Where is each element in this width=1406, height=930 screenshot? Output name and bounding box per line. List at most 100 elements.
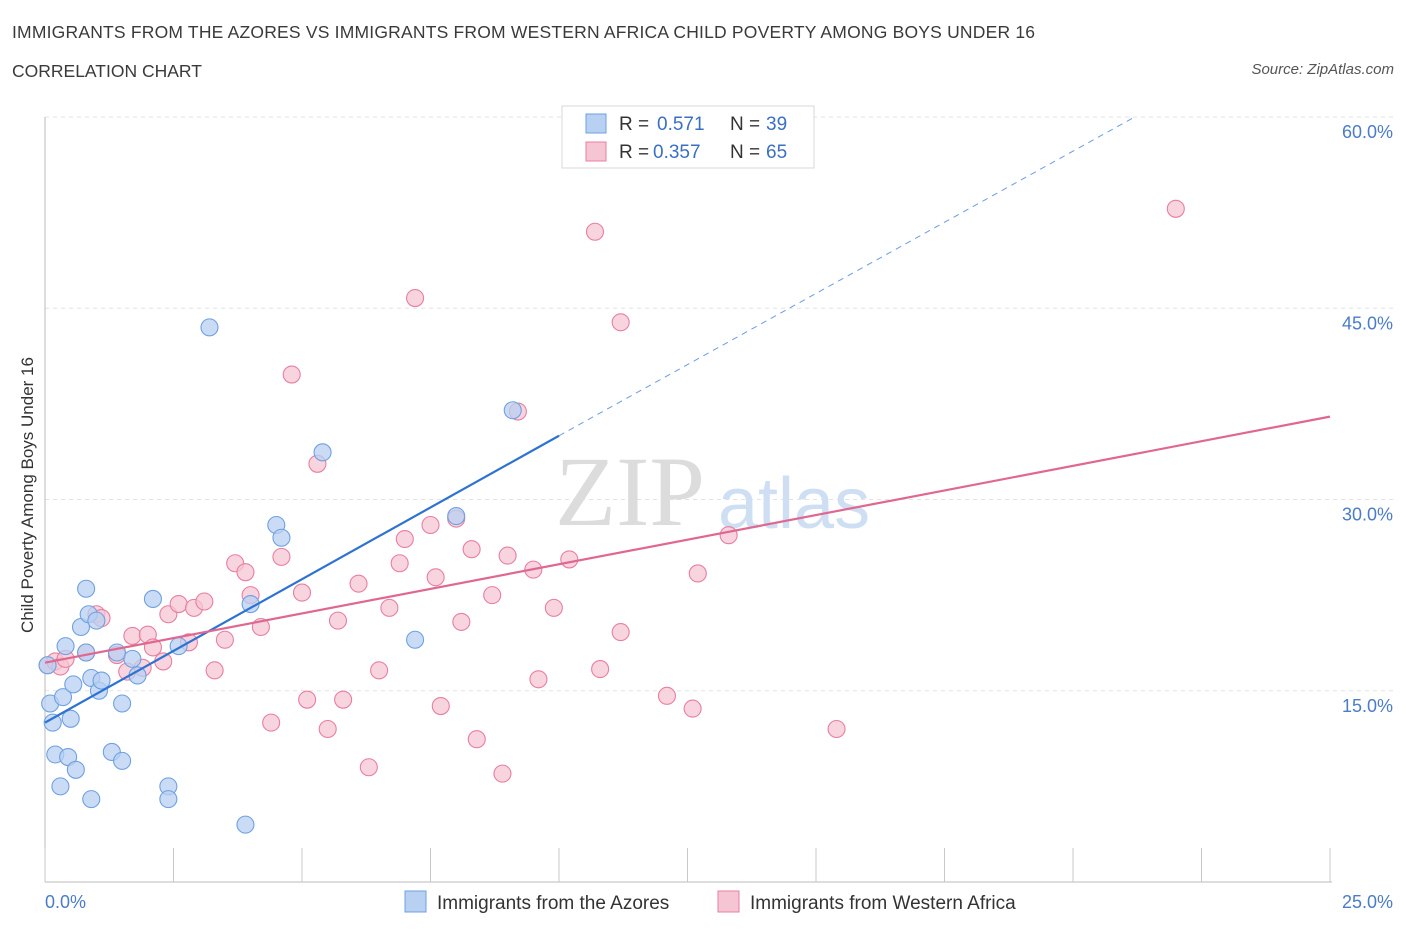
chart-subtitle: CORRELATION CHART (12, 61, 202, 81)
western-africa-point-63 (719, 526, 738, 545)
western-africa-point-49 (493, 764, 512, 783)
azores-point-38 (503, 401, 522, 420)
azores-point-34 (272, 528, 291, 547)
western-africa-point-61 (683, 699, 702, 718)
bottom-legend-label-azores: Immigrants from the Azores (437, 893, 669, 914)
trend-lines (44, 116, 1331, 724)
western-africa-point-53 (529, 670, 548, 689)
western-africa-point-43 (431, 696, 450, 716)
y-tick-label: 45.0% (1342, 313, 1393, 333)
azores-point-10 (66, 760, 85, 779)
y-tick-labels: 15.0% 30.0% 45.0% 60.0% (1342, 122, 1393, 716)
western-africa-point-46 (462, 540, 481, 559)
bottom-legend-swatch-western-africa (717, 890, 740, 913)
azores-point-37 (447, 507, 466, 526)
legend-n-label-2: N = (730, 142, 760, 163)
bottom-legend-swatch-azores (404, 890, 427, 913)
western-africa-point-38 (390, 554, 409, 573)
x-axis-ticks (44, 848, 1331, 882)
y-tick-label: 30.0% (1342, 505, 1393, 525)
western-africa-point-18 (195, 592, 214, 611)
western-africa-point-50 (498, 546, 517, 565)
source-label: Source: ZipAtlas.com (1251, 61, 1394, 78)
azores-point-19 (92, 671, 111, 690)
western-africa-point-27 (282, 365, 301, 384)
azores-point-6 (56, 637, 75, 656)
data-points (38, 199, 1185, 834)
azores-point-31 (236, 815, 255, 834)
legend-swatch-azores (585, 113, 607, 134)
azores-point-0 (38, 656, 57, 675)
azores-point-26 (143, 589, 162, 609)
azores-point-13 (77, 579, 96, 598)
y-tick-label: 60.0% (1342, 122, 1393, 142)
azores-point-4 (51, 777, 70, 796)
western-africa-trend-line (44, 415, 1331, 664)
azores-point-30 (200, 318, 219, 337)
azores-point-24 (123, 649, 142, 668)
x-tick-label-min: 0.0% (45, 892, 86, 912)
chart-title: IMMIGRANTS FROM THE AZORES VS IMMIGRANTS… (12, 22, 1036, 42)
azores-point-15 (82, 790, 101, 809)
azores-point-23 (113, 694, 132, 713)
azores-point-12 (77, 643, 96, 662)
western-africa-point-19 (205, 661, 224, 680)
western-africa-point-34 (349, 574, 368, 593)
western-africa-point-48 (483, 586, 502, 605)
western-africa-point-56 (585, 222, 605, 241)
western-africa-point-58 (611, 313, 630, 332)
western-africa-point-35 (359, 758, 378, 777)
western-africa-point-9 (123, 626, 142, 645)
legend-r-value-1: 0.571 (657, 114, 705, 135)
azores-point-22 (113, 751, 132, 770)
azores-point-17 (87, 611, 106, 630)
western-africa-point-22 (236, 563, 255, 582)
western-africa-point-33 (334, 690, 353, 709)
western-africa-point-64 (827, 719, 846, 739)
legend-r-value-2: 0.357 (653, 142, 701, 163)
western-africa-point-15 (169, 594, 188, 614)
watermark-zip: ZIP (555, 436, 705, 547)
western-africa-point-28 (292, 583, 312, 602)
western-africa-point-40 (406, 288, 425, 308)
western-africa-point-62 (688, 564, 707, 583)
watermark-atlas: atlas (718, 464, 870, 544)
azores-point-2 (43, 713, 62, 732)
western-africa-point-42 (426, 568, 445, 587)
western-africa-point-20 (215, 630, 234, 649)
legend-n-label-1: N = (730, 114, 760, 135)
azores-point-9 (64, 675, 83, 694)
western-africa-point-45 (452, 612, 471, 631)
western-africa-point-26 (272, 547, 291, 566)
stats-legend: R = 0.571 N = 39 R = 0.357 N = 65 (561, 105, 815, 169)
azores-point-21 (107, 643, 127, 662)
legend-r-label-1: R = (619, 114, 649, 135)
western-africa-point-32 (328, 611, 348, 630)
y-axis-label: Child Poverty Among Boys Under 16 (18, 357, 37, 633)
azores-point-36 (406, 630, 425, 649)
western-africa-point-60 (657, 686, 676, 705)
western-africa-point-39 (395, 529, 414, 549)
western-africa-point-47 (467, 730, 486, 749)
western-africa-point-36 (370, 661, 389, 680)
western-africa-point-31 (318, 719, 337, 739)
western-africa-point-54 (544, 598, 563, 617)
azores-point-8 (61, 709, 80, 728)
x-tick-label-max: 25.0% (1342, 892, 1393, 912)
western-africa-point-65 (1166, 199, 1185, 218)
bottom-legend-label-western-africa: Immigrants from Western Africa (750, 893, 1016, 914)
western-africa-point-41 (421, 515, 440, 535)
legend-n-value-1: 39 (766, 114, 787, 135)
azores-point-35 (313, 443, 332, 462)
western-africa-point-37 (380, 598, 399, 617)
azores-trend-line (44, 434, 560, 724)
azores-point-5 (53, 688, 73, 707)
azores-point-28 (159, 790, 178, 809)
western-africa-point-55 (560, 550, 579, 569)
western-africa-point-29 (298, 690, 317, 709)
western-africa-point-57 (591, 660, 610, 679)
western-africa-point-59 (611, 623, 630, 642)
legend-r-label-2: R = (619, 142, 649, 163)
series-legend: Immigrants from the Azores Immigrants fr… (404, 890, 1016, 914)
